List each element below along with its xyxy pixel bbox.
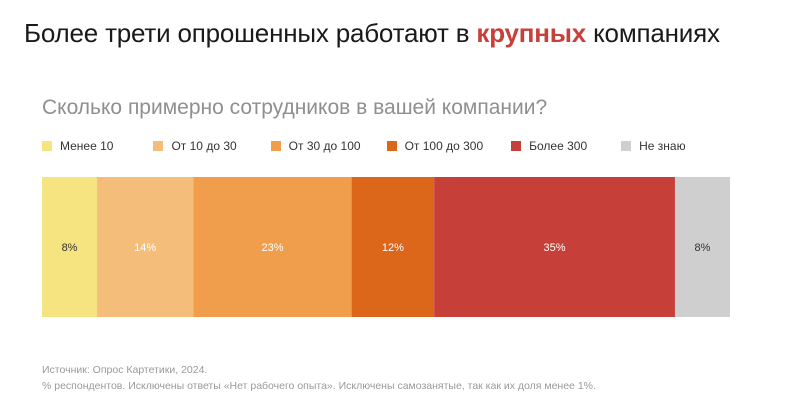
data-label: 12% (382, 242, 404, 254)
chart-svg: 8% 14% 23% 12% 35% 8% (42, 177, 730, 317)
bar-segment (97, 177, 194, 317)
data-label: 14% (134, 242, 156, 254)
legend-item: От 100 до 300 (386, 139, 484, 153)
bar-segment (42, 177, 98, 317)
title-accent-word: крупных (476, 18, 587, 48)
source-line: Источник: Опрос Картетики, 2024. (42, 364, 208, 376)
legend-swatch (621, 141, 632, 151)
data-label: 35% (544, 242, 566, 254)
source-note: Источник: Опрос Картетики, 2024. % респо… (42, 362, 596, 394)
footnote-line: % респондентов. Исключены ответы «Нет ра… (42, 380, 596, 392)
legend-swatch (511, 141, 522, 151)
legend-swatch (42, 141, 52, 151)
bar-segment (351, 177, 435, 317)
legend-label: Менее 10 (60, 139, 114, 153)
data-label: 8% (695, 242, 711, 254)
chart-question: Сколько примерно сотрудников в вашей ком… (42, 96, 548, 119)
legend-item: Менее 10 (42, 139, 113, 153)
bar-segment (674, 177, 730, 317)
legend-item: Не знаю (621, 139, 686, 153)
bar-segment (193, 177, 352, 317)
page-title: Более трети опрошенных работают в крупны… (24, 18, 720, 49)
legend-swatch (386, 141, 397, 151)
legend-item: Более 300 (511, 139, 587, 153)
legend-label: От 10 до 30 (171, 139, 237, 153)
legend-item: От 30 до 100 (270, 139, 361, 153)
title-text-end: компаниях (586, 18, 720, 48)
legend-label: Более 300 (529, 139, 588, 153)
legend-swatch (270, 141, 281, 151)
legend-label: От 30 до 100 (288, 139, 361, 153)
legend-label: От 100 до 300 (404, 139, 484, 153)
legend-label: Не знаю (639, 139, 686, 153)
title-text-start: Более трети опрошенных работают в (24, 18, 477, 48)
legend-item: От 10 до 30 (153, 139, 237, 153)
chart-legend: Менее 10 От 10 до 30 От 30 до 100 От 100 до… (42, 139, 686, 153)
bar-segment (434, 177, 675, 317)
legend-swatch (153, 141, 164, 151)
stacked-bar-chart: 8% 14% 23% 12% 35% 8% (42, 177, 730, 317)
data-label: 23% (261, 242, 283, 254)
data-label: 8% (62, 242, 78, 254)
